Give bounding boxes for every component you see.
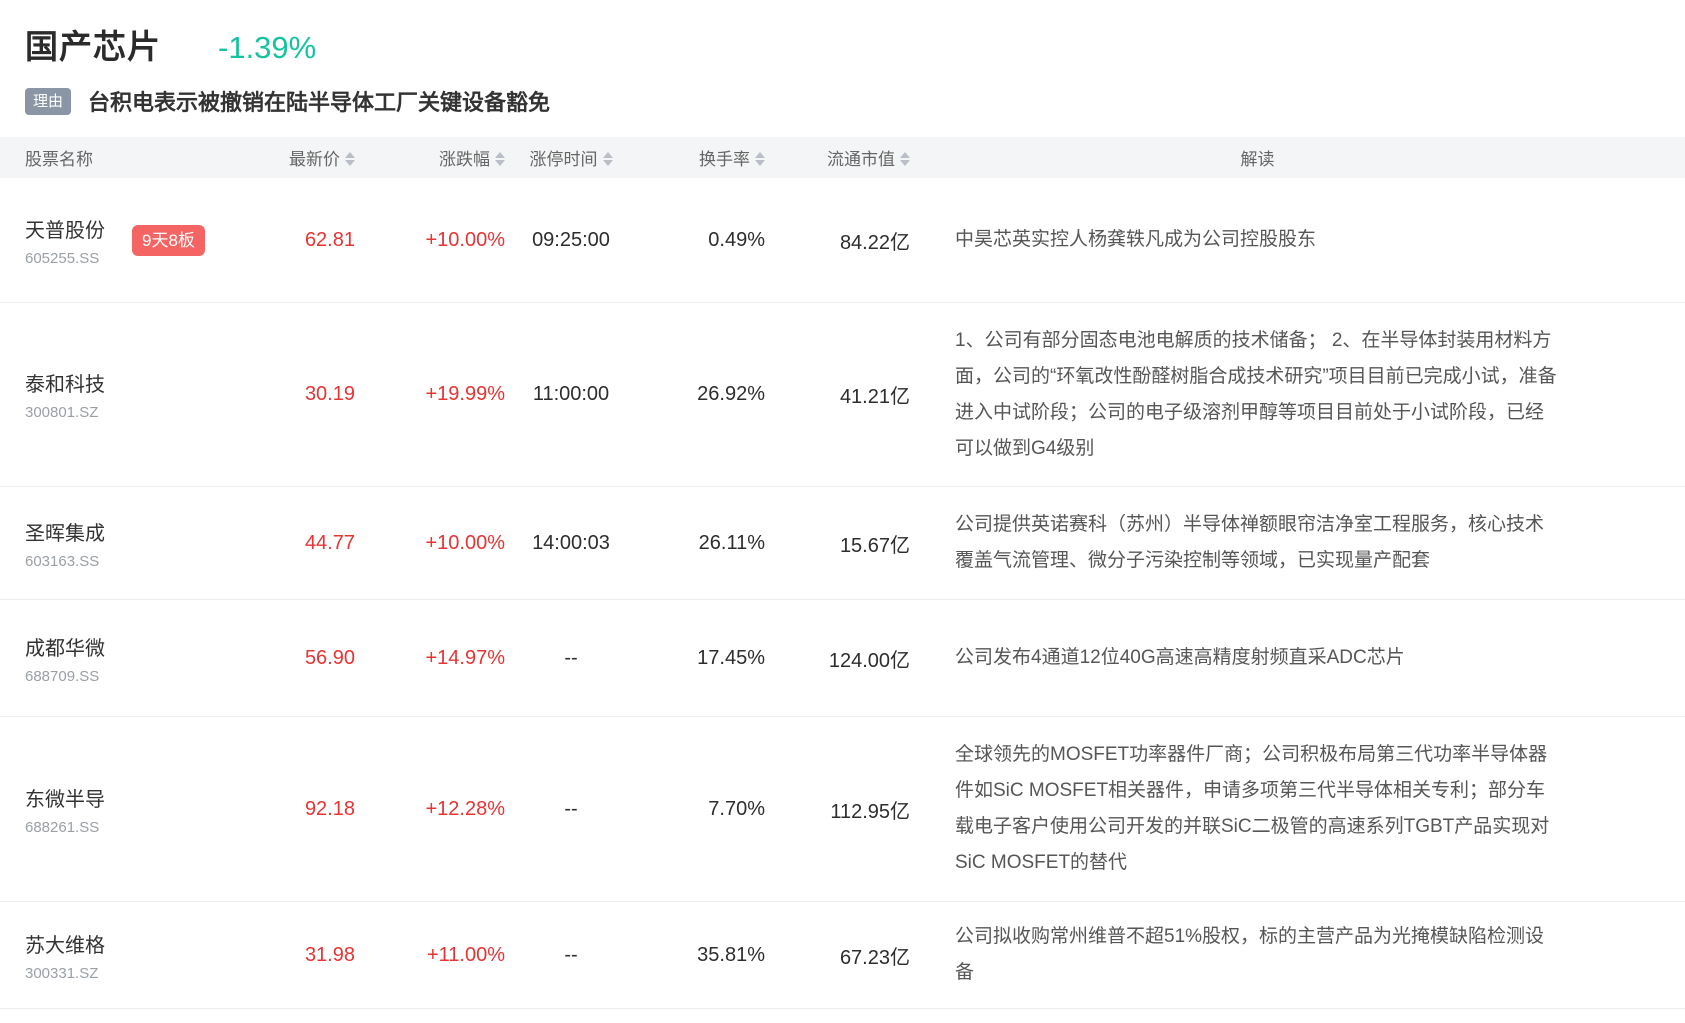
limit-up-streak-badge: 9天8板	[132, 224, 205, 256]
sector-change-percent: -1.39%	[218, 30, 317, 65]
column-header-stock-name: 股票名称	[25, 150, 93, 169]
stock-name[interactable]: 苏大维格	[25, 934, 105, 957]
turnover-rate: 17.45%	[697, 646, 765, 669]
name-block: 圣晖集成 603163.SS	[25, 517, 105, 570]
stock-name-cell: 圣晖集成 603163.SS	[0, 517, 255, 570]
market-cap: 124.00亿	[828, 649, 910, 672]
name-block: 成都华微 688709.SS	[25, 632, 105, 685]
table-row[interactable]: 天普股份 605255.SS 9天8板 62.81 +10.00% 09:25:…	[0, 178, 1685, 303]
interpretation-text: 全球领先的MOSFET功率器件厂商；公司积极布局第三代功率半导体器件如SiC M…	[955, 744, 1550, 873]
table-row[interactable]: 苏大维格 300331.SZ 31.98 +11.00% -- 35.81% 6…	[0, 902, 1685, 1009]
column-header-change-percent[interactable]: 涨跌幅	[355, 145, 505, 170]
stock-name[interactable]: 成都华微	[25, 637, 105, 660]
stock-code: 300331.SZ	[25, 964, 99, 982]
panel-header: 国产芯片 -1.39% 理由 台积电表示被撤销在陆半导体工厂关键设备豁免	[0, 0, 1685, 117]
limit-up-time: 14:00:03	[532, 531, 610, 554]
name-block: 泰和科技 300801.SZ	[25, 368, 105, 421]
table-row[interactable]: 泰和科技 300801.SZ 30.19 +19.99% 11:00:00 26…	[0, 303, 1685, 487]
change-percent: +19.99%	[425, 383, 505, 405]
table-header-row: 股票名称 最新价 涨跌幅 涨停时间 换手率 流通市值	[0, 137, 1685, 178]
market-cap: 41.21亿	[839, 386, 910, 408]
table-row[interactable]: 成都华微 688709.SS 56.90 +14.97% -- 17.45% 1…	[0, 600, 1685, 717]
column-header-market-cap[interactable]: 流通市值	[765, 145, 910, 170]
column-header-limit-up-time[interactable]: 涨停时间	[505, 145, 637, 170]
stock-name[interactable]: 天普股份	[25, 219, 105, 242]
stock-code: 300801.SZ	[25, 404, 99, 421]
latest-price: 30.19	[304, 383, 355, 405]
column-header-latest-price[interactable]: 最新价	[255, 145, 355, 170]
sort-icon[interactable]	[755, 151, 765, 166]
stock-name-cell: 成都华微 688709.SS	[0, 632, 255, 685]
limit-up-time: --	[564, 646, 578, 669]
sort-icon[interactable]	[602, 151, 613, 166]
change-percent: +10.00%	[425, 228, 505, 251]
reason-badge: 理由	[25, 87, 72, 115]
stock-table: 股票名称 最新价 涨跌幅 涨停时间 换手率 流通市值	[0, 137, 1685, 1009]
column-header-turnover-rate[interactable]: 换手率	[637, 145, 765, 170]
name-block: 天普股份 605255.SS	[25, 214, 105, 267]
market-cap: 84.22亿	[839, 231, 910, 254]
interpretation-text: 公司提供英诺赛科（苏州）半导体禅额眼帘洁净室工程服务，核心技术覆盖气流管理、微分…	[955, 514, 1545, 571]
title-row: 国产芯片 -1.39%	[25, 20, 1685, 68]
turnover-rate: 26.92%	[697, 383, 765, 405]
reason-text: 台积电表示被撤销在陆半导体工厂关键设备豁免	[88, 90, 551, 115]
stock-name-cell: 东微半导 688261.SS	[0, 783, 255, 836]
stock-name[interactable]: 东微半导	[25, 788, 105, 811]
latest-price: 62.81	[304, 228, 355, 251]
latest-price: 56.90	[304, 646, 355, 669]
limit-up-time: --	[564, 943, 578, 966]
market-cap: 112.95亿	[830, 800, 910, 823]
table-row[interactable]: 圣晖集成 603163.SS 44.77 +10.00% 14:00:03 26…	[0, 487, 1685, 600]
stock-code: 688709.SS	[25, 667, 100, 685]
change-percent: +11.00%	[426, 943, 505, 966]
change-percent: +10.00%	[425, 531, 505, 554]
stock-name[interactable]: 泰和科技	[25, 374, 105, 396]
turnover-rate: 7.70%	[708, 797, 765, 820]
name-block: 东微半导 688261.SS	[25, 783, 105, 836]
stock-name-cell: 泰和科技 300801.SZ	[0, 368, 255, 421]
latest-price: 44.77	[304, 531, 355, 554]
stock-name-cell: 苏大维格 300331.SZ	[0, 929, 255, 982]
limit-up-time: 11:00:00	[532, 383, 610, 405]
interpretation-text: 1、公司有部分固态电池电解质的技术储备； 2、在半导体封装用材料方面，公司的“环…	[955, 329, 1557, 459]
market-cap: 67.23亿	[839, 946, 910, 969]
change-percent: +12.28%	[425, 797, 505, 820]
limit-up-time: 09:25:00	[532, 228, 610, 251]
column-header-interpretation: 解读	[1240, 150, 1275, 169]
table-row[interactable]: 东微半导 688261.SS 92.18 +12.28% -- 7.70% 11…	[0, 717, 1685, 902]
stock-code: 688261.SS	[25, 818, 100, 836]
sort-icon[interactable]	[900, 151, 910, 166]
turnover-rate: 26.11%	[698, 531, 765, 554]
interpretation-text: 中昊芯英实控人杨龚轶凡成为公司控股股东	[955, 229, 1317, 250]
turnover-rate: 0.49%	[708, 228, 765, 251]
change-percent: +14.97%	[425, 646, 505, 669]
interpretation-text: 公司拟收购常州维普不超51%股权，标的主营产品为光掩模缺陷检测设备	[955, 926, 1545, 983]
limit-up-time: --	[564, 797, 578, 820]
market-cap: 15.67亿	[839, 534, 910, 557]
sector-name: 国产芯片	[25, 28, 161, 65]
latest-price: 92.18	[304, 797, 355, 820]
turnover-rate: 35.81%	[697, 943, 765, 966]
reason-row: 理由 台积电表示被撤销在陆半导体工厂关键设备豁免	[25, 85, 1685, 117]
sort-icon[interactable]	[345, 151, 355, 166]
name-block: 苏大维格 300331.SZ	[25, 929, 105, 982]
stock-code: 605255.SS	[25, 249, 100, 267]
sort-icon[interactable]	[495, 151, 505, 166]
stock-name-cell: 天普股份 605255.SS 9天8板	[0, 214, 255, 267]
stock-code: 603163.SS	[25, 552, 100, 570]
latest-price: 31.98	[304, 943, 355, 966]
stock-name[interactable]: 圣晖集成	[25, 522, 105, 545]
interpretation-text: 公司发布4通道12位40G高速高精度射频直采ADC芯片	[955, 647, 1405, 668]
